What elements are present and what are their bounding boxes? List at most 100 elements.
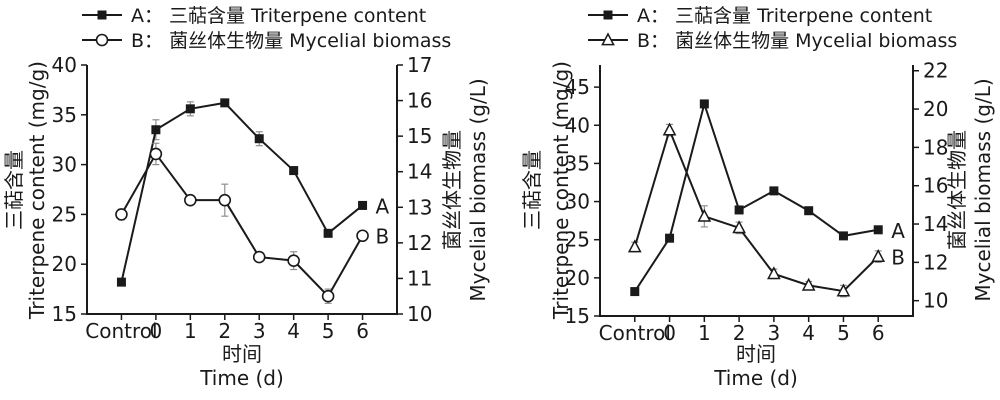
square-marker-icon — [254, 134, 264, 144]
circle-marker-icon — [115, 208, 128, 221]
tick-marks — [81, 64, 403, 320]
square-marker-icon — [603, 10, 613, 19]
square-marker-icon — [185, 104, 195, 114]
series-A: A — [116, 98, 390, 287]
left-axis-title-zh: 三萜含量 — [2, 150, 26, 230]
square-marker-icon — [699, 99, 709, 109]
circle-marker-icon — [95, 33, 109, 46]
right-axis-tick-label: 16 — [407, 89, 432, 113]
x-axis-tick-label: 4 — [287, 319, 300, 343]
error-bars — [631, 123, 882, 298]
triangle-marker-icon — [767, 266, 781, 280]
right-axis-tick-label: 20 — [923, 97, 948, 121]
right-axis-tick-label: 18 — [923, 135, 948, 159]
square-marker-icon — [323, 228, 333, 238]
left-axis-tick-label: 35 — [52, 103, 77, 127]
right-axis-tick-label: 16 — [923, 174, 948, 198]
triangle-marker-icon — [601, 31, 615, 45]
x-axis-tick-label: 6 — [356, 319, 369, 343]
square-marker-icon — [804, 206, 814, 216]
left-axis-tick-label: 45 — [565, 75, 590, 99]
left-axis-tick-label: 30 — [565, 190, 590, 214]
right-axis-title-zh: 菌丝体生物量 — [945, 130, 969, 250]
series-A: A — [630, 99, 905, 297]
legend-label: B： 菌丝体生物量 Mycelial biomass — [637, 30, 958, 52]
left-axis-tick-label: 25 — [52, 202, 77, 226]
square-marker-icon — [358, 200, 368, 210]
square-marker-icon — [116, 277, 126, 287]
chart-panel-right: A： 三萜含量 Triterpene content B： 菌丝体生物量 Myc… — [500, 0, 1000, 400]
circle-marker-icon — [287, 254, 300, 267]
series-line — [120, 152, 364, 298]
right-axis-title-en: Mycelial biomass (g/L) — [466, 78, 490, 302]
left-axis-title-zh: 三萜含量 — [520, 150, 544, 230]
left-axis-tick-label: 35 — [565, 151, 590, 175]
legend-item: B： 菌丝体生物量 Mycelial biomass — [80, 27, 451, 52]
x-axis-title-en: Time (d) — [200, 366, 284, 390]
x-axis-tick-label: 3 — [253, 319, 266, 343]
x-axis-tick-label: 3 — [768, 321, 781, 345]
triangle-marker-icon — [871, 248, 886, 262]
right-axis-title-zh: 菌丝体生物量 — [440, 130, 464, 250]
left-axis-tick-label: 40 — [565, 113, 590, 137]
legend: A： 三萜含量 Triterpene content B： 菌丝体生物量 Myc… — [80, 2, 451, 52]
x-axis-title-zh: 时间 — [222, 342, 262, 366]
x-axis-tick-label: 2 — [218, 319, 231, 343]
square-marker-icon — [838, 231, 848, 241]
x-axis-tick-label: Control — [85, 319, 157, 343]
circle-marker-icon — [321, 289, 335, 303]
legend-item: B： 菌丝体生物量 Mycelial biomass — [586, 27, 957, 52]
series-B: B — [627, 122, 905, 298]
left-axis-tick-label: 30 — [52, 153, 77, 177]
legend-label: A： 三萜含量 Triterpene content — [637, 5, 933, 27]
right-axis-tick-label: 13 — [407, 195, 432, 219]
right-axis-tick-label: 15 — [407, 124, 432, 148]
right-axis-title-en: Mycelial biomass (g/L) — [971, 78, 995, 302]
legend-label: A： 三萜含量 Triterpene content — [131, 5, 427, 27]
series-line — [633, 100, 879, 293]
left-axis-tick-label: 40 — [52, 53, 77, 77]
series-end-label: B — [376, 225, 390, 249]
legend-label: B： 菌丝体生物量 Mycelial biomass — [131, 30, 452, 52]
right-axis-tick-label: 12 — [407, 231, 432, 255]
filled-square-marker-icon — [586, 4, 630, 26]
x-axis-tick-label: 0 — [663, 321, 676, 345]
tick-marks — [594, 69, 919, 322]
left-axis-title-en: Triterpene content (mg/g) — [25, 61, 49, 319]
triangle-marker-icon — [697, 208, 712, 222]
square-marker-icon — [873, 225, 883, 235]
error-bars — [117, 142, 367, 304]
series-line — [120, 101, 364, 283]
square-marker-icon — [220, 98, 230, 108]
right-axis-tick-label: 14 — [407, 160, 432, 184]
left-axis-tick-label: 20 — [52, 252, 77, 276]
triangle-marker-icon — [662, 122, 677, 136]
x-axis-tick-label: 5 — [837, 321, 850, 345]
right-axis-tick-label: 17 — [407, 53, 432, 77]
legend-item: A： 三萜含量 Triterpene content — [80, 2, 451, 27]
right-axis-tick-label: 10 — [407, 302, 432, 326]
triangle-marker-icon — [627, 239, 642, 253]
left-axis-title-en: Triterpene content (mg/g) — [549, 61, 573, 319]
left-axis-tick-label: 25 — [565, 228, 590, 252]
circle-marker-icon — [356, 229, 369, 243]
filled-square-marker-icon — [80, 4, 124, 26]
open-circle-marker-icon — [80, 29, 124, 51]
series-end-label: A — [376, 194, 390, 218]
circle-marker-icon — [149, 147, 163, 161]
square-marker-icon — [665, 233, 675, 243]
series-end-label: A — [891, 219, 905, 243]
circle-marker-icon — [184, 193, 197, 207]
x-axis-tick-label: 2 — [733, 321, 746, 345]
x-axis-title-zh: 时间 — [736, 342, 776, 366]
square-marker-icon — [97, 10, 107, 19]
right-axis-tick-label: 11 — [407, 266, 432, 290]
square-marker-icon — [734, 205, 744, 215]
x-axis-tick-label: Control — [599, 321, 671, 345]
x-axis-tick-label: 0 — [150, 319, 163, 343]
right-axis-tick-label: 14 — [923, 212, 948, 236]
